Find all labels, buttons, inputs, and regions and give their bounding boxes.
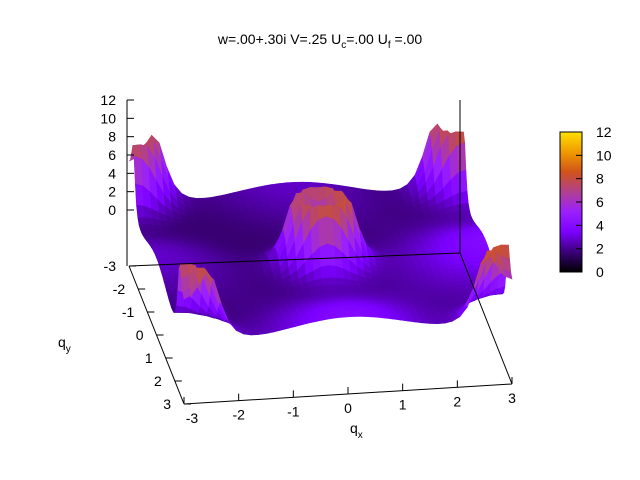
title-part-1: c: [341, 40, 346, 51]
colorbar-tick-label: 10: [596, 147, 612, 163]
chart-title: w=.00+.30i V=.25 Uc=.00 Uf =.00: [217, 31, 423, 51]
surface-facet: [456, 142, 467, 174]
back-base-edge: [128, 252, 461, 267]
z-tick-label: 10: [100, 110, 116, 126]
y-tick-label: -1: [122, 304, 135, 320]
surface-facet: [460, 203, 470, 212]
right-base-edge: [459, 252, 513, 385]
y-tick-label: 2: [154, 373, 162, 389]
title-part-4: =.00: [391, 31, 423, 47]
z-tick-labels: 0 2 4 6 8 10 12: [100, 92, 134, 218]
y-axis-label: qy: [58, 334, 71, 355]
z-tick-label: 2: [108, 184, 116, 200]
surface-facet: [459, 190, 469, 205]
x-tick-label: 3: [508, 390, 516, 406]
colorbar-tick-label: 2: [596, 241, 604, 257]
x-tick-label: -1: [287, 403, 300, 419]
y-tick-label: 1: [145, 350, 153, 366]
surface-facet: [425, 295, 435, 300]
surface-facet: [386, 217, 396, 222]
colorbar-tick-labels: 0 2 4 6 8 10 12: [576, 124, 612, 280]
x-tick-labels: -3 -2 -1 0 1 2 3: [183, 377, 516, 426]
z-tick-label: 12: [100, 92, 116, 108]
x-tick-label: -3: [186, 410, 199, 426]
y-tick-label: 0: [136, 327, 144, 343]
z-tick-label: 8: [108, 129, 116, 145]
surface-facet: [256, 330, 267, 335]
surface-mesh: [128, 123, 513, 336]
colorbar-tick-label: 6: [596, 194, 604, 210]
colorbar-tick-label: 12: [596, 124, 612, 140]
surface-facet: [461, 210, 471, 216]
x-tick-label: 0: [344, 400, 352, 416]
z-tick-label: 0: [108, 202, 116, 218]
x-tick-label: -2: [232, 407, 245, 423]
title-part-2: =.00 U: [346, 31, 388, 47]
colorbar-tick-label: 4: [596, 217, 604, 233]
z-tick-label: 6: [108, 147, 116, 163]
y-tick-label: -2: [113, 281, 126, 297]
x-tick-label: 1: [399, 397, 407, 413]
title-part-3: f: [388, 40, 391, 51]
surface-facet: [318, 216, 328, 248]
colorbar-tick-label: 0: [596, 264, 604, 280]
surface-facet: [331, 314, 341, 319]
x-axis-label: qx: [350, 420, 363, 441]
surface-facet: [503, 268, 513, 280]
z-tick-label: 4: [108, 165, 116, 181]
colorbar-tick-label: 8: [596, 171, 604, 187]
y-tick-label: -3: [104, 258, 117, 274]
x-tick-label: 2: [453, 393, 461, 409]
y-tick-label: 3: [163, 396, 171, 412]
title-part-0: w=.00+.30i V=.25 U: [217, 31, 341, 47]
